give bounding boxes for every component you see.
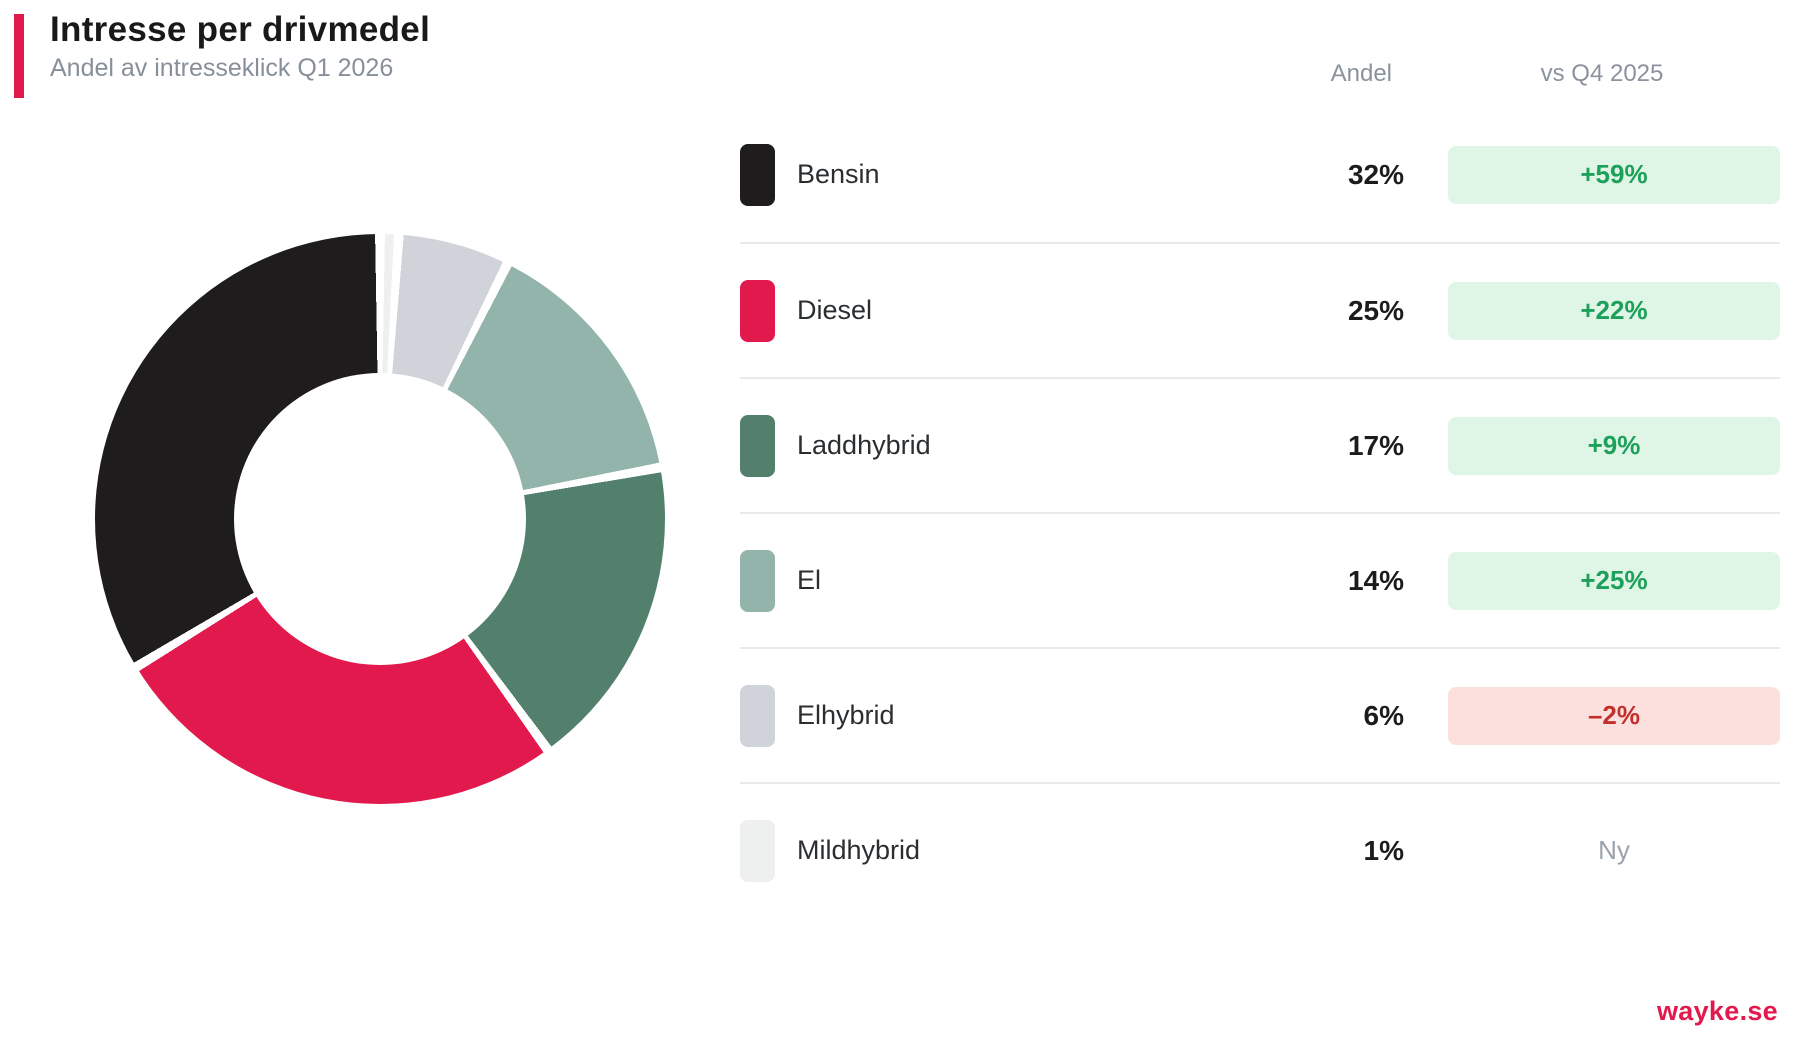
- row-color-swatch: [740, 549, 775, 612]
- row-label: Mildhybrid: [797, 835, 921, 865]
- row-label: Elhybrid: [797, 700, 895, 730]
- row-share-value: 25%: [1347, 294, 1404, 326]
- row-color-swatch: [740, 819, 775, 882]
- column-header-share: Andel: [1330, 60, 1392, 87]
- row-change-badge: +9%: [1448, 416, 1780, 475]
- row-change-badge: +25%: [1448, 551, 1780, 610]
- row-change-badge: Ny: [1598, 835, 1630, 865]
- row-change-badge: –2%: [1448, 686, 1780, 745]
- row-label: Bensin: [797, 159, 880, 189]
- table-row: Diesel 25% +22%: [740, 242, 1780, 377]
- row-label: Laddhybrid: [797, 430, 931, 460]
- row-share-value: 14%: [1347, 564, 1404, 596]
- donut-chart-hole: [234, 373, 526, 665]
- row-color-swatch: [740, 143, 775, 206]
- brand-link[interactable]: wayke.se: [1657, 996, 1778, 1026]
- row-color-swatch: [740, 279, 775, 342]
- row-share-value: 1%: [1363, 834, 1404, 866]
- page-subtitle: Andel av intresseklick Q1 2026: [50, 54, 394, 82]
- table-row: Mildhybrid 1% Ny: [740, 782, 1780, 917]
- table-row: Elhybrid 6% –2%: [740, 647, 1780, 782]
- row-change-badge: +59%: [1448, 145, 1780, 204]
- table-row: El 14% +25%: [740, 512, 1780, 647]
- legend-table: Bensin 32% +59% Diesel 25% +22% Laddhybrid 17% +…: [740, 107, 1780, 917]
- row-color-swatch: [740, 414, 775, 477]
- row-share-value: 17%: [1347, 429, 1404, 461]
- column-header-change: vs Q4 2025: [1540, 60, 1664, 87]
- row-label: El: [797, 565, 822, 595]
- table-row: Bensin 32% +59%: [740, 107, 1780, 242]
- row-share-value: 32%: [1347, 158, 1404, 190]
- page-title: Intresse per drivmedel: [50, 10, 431, 49]
- row-label: Diesel: [797, 295, 873, 325]
- table-row: Laddhybrid 17% +9%: [740, 377, 1780, 512]
- title-accent-bar: [14, 14, 24, 98]
- row-color-swatch: [740, 684, 775, 747]
- donut-chart: [95, 234, 665, 804]
- row-change-badge: +22%: [1448, 281, 1780, 340]
- table-column-headers: Andel vs Q4 2025: [740, 60, 1780, 94]
- row-share-value: 6%: [1363, 699, 1404, 731]
